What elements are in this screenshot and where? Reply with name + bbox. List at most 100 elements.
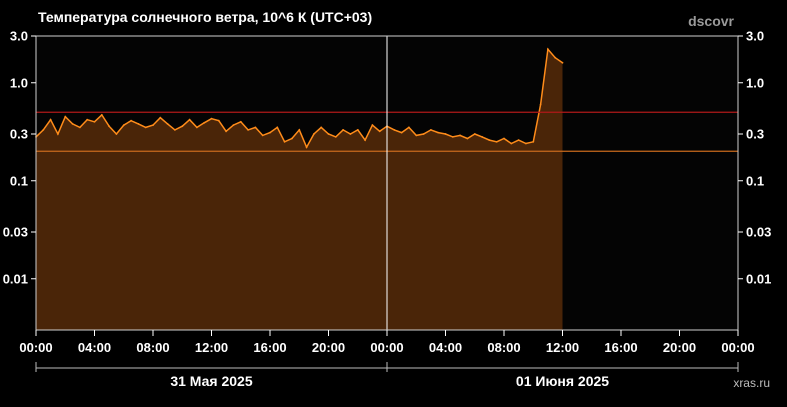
data-point xyxy=(181,125,184,128)
chart-title: Температура солнечного ветра, 10^6 К (UT… xyxy=(38,9,372,25)
data-point xyxy=(356,129,359,131)
data-point xyxy=(371,124,374,126)
date-label-1: 01 Июня 2025 xyxy=(516,373,609,389)
data-point xyxy=(144,126,147,129)
x-tick-label: 12:00 xyxy=(546,340,579,355)
x-tick-label: 00:00 xyxy=(19,340,52,355)
data-point xyxy=(79,126,81,129)
y-tick-label-right: 0.1 xyxy=(746,173,764,188)
data-point xyxy=(247,129,250,131)
data-point xyxy=(364,139,366,142)
data-point xyxy=(481,136,483,138)
x-tick-label: 20:00 xyxy=(663,340,696,355)
data-point xyxy=(196,126,198,129)
credit-label: xras.ru xyxy=(733,376,770,390)
data-point xyxy=(276,126,279,129)
data-point xyxy=(525,142,527,145)
data-point xyxy=(291,137,293,140)
y-tick-label-right: 0.01 xyxy=(746,271,771,286)
y-tick-label-left: 0.03 xyxy=(3,225,28,240)
data-point xyxy=(152,124,154,126)
data-point xyxy=(342,129,344,131)
data-point xyxy=(437,131,440,134)
data-point xyxy=(42,129,45,131)
data-point xyxy=(327,133,330,135)
data-point xyxy=(466,137,469,140)
data-point xyxy=(217,119,220,122)
x-tick-label: 16:00 xyxy=(604,340,637,355)
y-tick-label-left: 0.01 xyxy=(3,271,28,286)
y-tick-label-right: 0.3 xyxy=(746,127,764,142)
x-tick-label: 08:00 xyxy=(487,340,520,355)
data-point xyxy=(532,140,535,143)
data-point xyxy=(64,115,67,118)
data-point xyxy=(100,114,103,116)
data-point xyxy=(210,117,213,120)
data-point xyxy=(166,123,169,125)
x-tick-label: 04:00 xyxy=(429,340,462,355)
data-point xyxy=(225,130,228,133)
data-point xyxy=(400,131,403,134)
data-point xyxy=(188,118,191,121)
data-point xyxy=(488,139,491,142)
data-point xyxy=(561,61,564,64)
data-point xyxy=(554,56,557,59)
data-point xyxy=(510,142,513,145)
data-point xyxy=(415,134,418,137)
data-point xyxy=(430,129,432,131)
data-point xyxy=(57,133,59,135)
y-tick-label-left: 1.0 xyxy=(10,75,28,90)
data-point xyxy=(547,48,549,51)
data-point xyxy=(320,126,323,129)
data-point xyxy=(174,129,176,131)
x-tick-label: 00:00 xyxy=(721,340,754,355)
x-tick-label: 00:00 xyxy=(370,340,403,355)
y-tick-label-left: 3.0 xyxy=(10,29,28,44)
y-tick-label-left: 0.3 xyxy=(10,127,28,142)
data-point xyxy=(408,126,410,129)
data-point xyxy=(122,124,125,126)
data-point xyxy=(349,133,352,135)
data-point xyxy=(378,130,381,133)
data-point xyxy=(159,116,162,119)
data-point xyxy=(115,133,118,135)
x-tick-label: 04:00 xyxy=(78,340,111,355)
data-point xyxy=(261,134,264,137)
x-tick-label: 12:00 xyxy=(195,340,228,355)
data-point xyxy=(517,139,520,142)
data-point xyxy=(495,140,498,143)
data-point xyxy=(93,120,96,123)
data-point xyxy=(393,129,396,131)
data-point xyxy=(137,123,140,125)
x-tick-label: 16:00 xyxy=(253,340,286,355)
data-point xyxy=(269,131,271,134)
data-point xyxy=(49,118,52,121)
data-point xyxy=(298,129,301,131)
y-tick-label-right: 3.0 xyxy=(746,29,764,44)
data-point xyxy=(503,137,505,140)
data-point xyxy=(232,124,235,126)
x-tick-label: 20:00 xyxy=(312,340,345,355)
data-point xyxy=(108,125,110,128)
data-point xyxy=(539,103,542,106)
data-point xyxy=(130,119,133,122)
date-label-0: 31 Мая 2025 xyxy=(170,373,252,389)
series-area xyxy=(36,49,563,330)
y-tick-label-right: 0.03 xyxy=(746,225,771,240)
data-point xyxy=(71,123,74,125)
data-point xyxy=(283,140,286,143)
data-point xyxy=(239,120,242,123)
data-point xyxy=(473,133,476,135)
data-point xyxy=(86,118,89,121)
data-point xyxy=(459,134,461,137)
data-point xyxy=(313,133,315,135)
y-tick-label-left: 0.1 xyxy=(10,173,28,188)
x-tick-label: 08:00 xyxy=(136,340,169,355)
source-label: dscovr xyxy=(688,13,734,29)
data-point xyxy=(203,121,206,124)
data-point xyxy=(451,136,454,138)
data-point xyxy=(444,133,447,135)
data-point xyxy=(305,146,308,149)
